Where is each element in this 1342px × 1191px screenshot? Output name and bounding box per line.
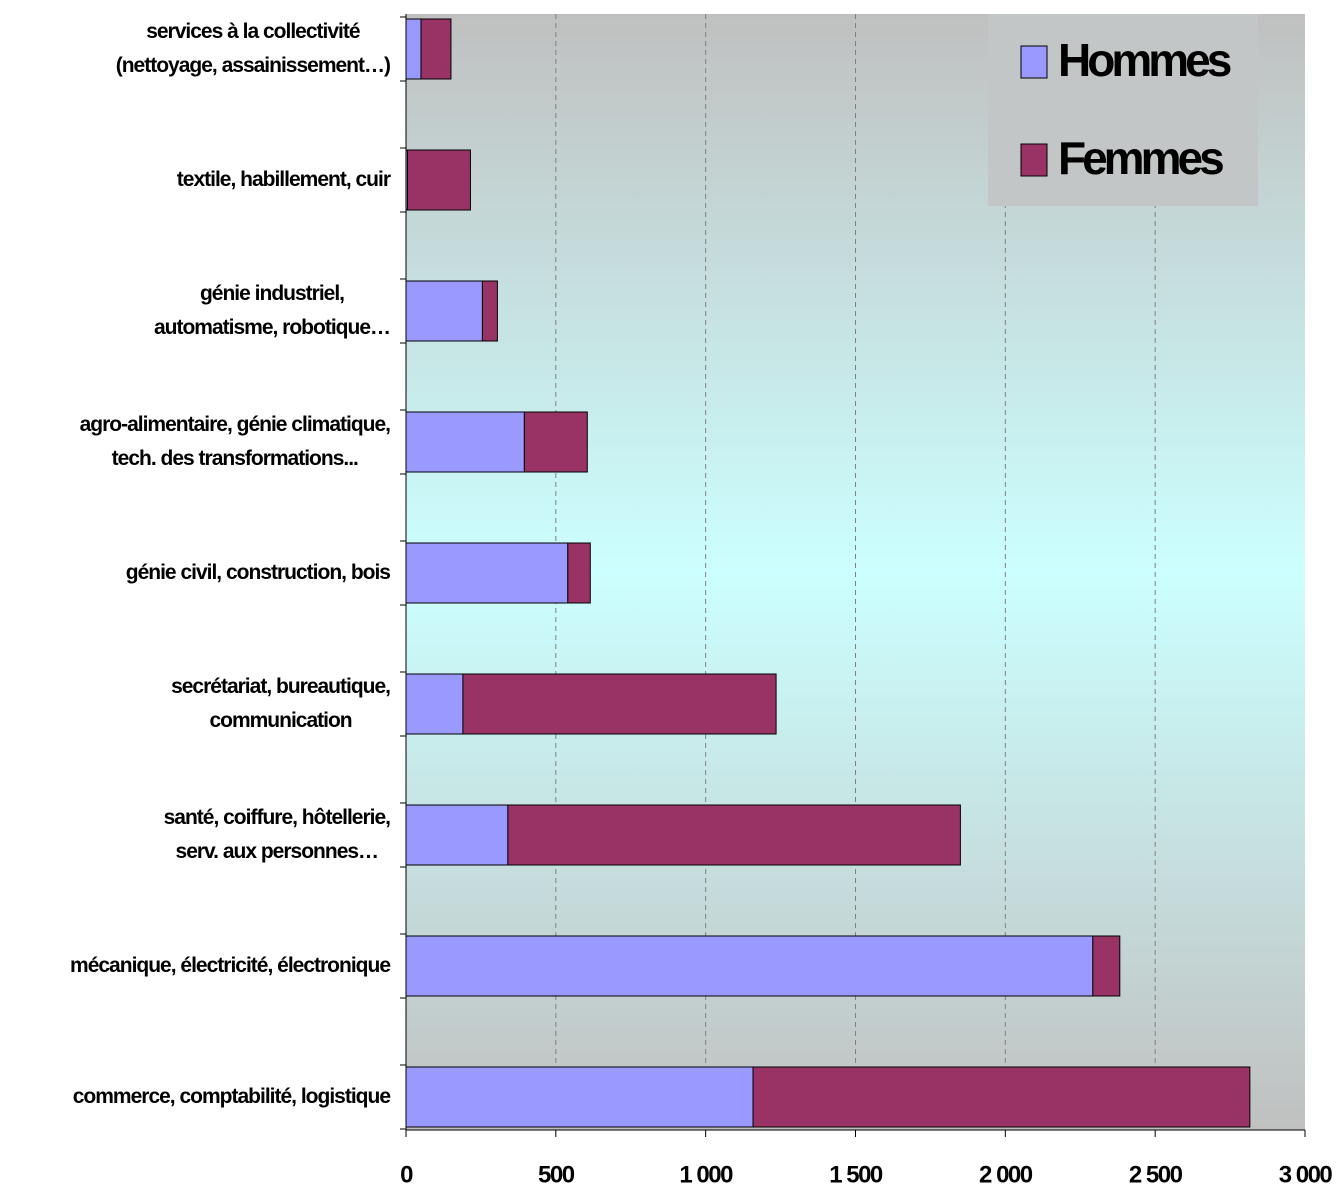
bar-segment: [405, 280, 483, 342]
bar-segment: [523, 411, 588, 473]
y-tick-label: santé, coiffure, hôtellerie, serv. aux p…: [163, 806, 391, 863]
bar-segment: [405, 411, 525, 473]
y-tick-label: secrétariat, bureautique, communication: [171, 675, 391, 732]
legend-swatch: [1020, 45, 1048, 79]
bar-segment: [462, 673, 777, 735]
x-tick-label: 0: [400, 1161, 413, 1188]
bar-segment: [567, 542, 591, 604]
x-tick-label: 2 500: [1129, 1161, 1183, 1188]
y-tick-label: agro-alimentaire, génie climatique, tech…: [79, 413, 391, 470]
bar-segment: [405, 935, 1094, 997]
y-tick-label: génie civil, construction, bois: [125, 561, 391, 584]
legend-label: Femmes: [1058, 132, 1223, 184]
x-tick-label: 2 000: [979, 1161, 1033, 1188]
y-tick-label: mécanique, électricité, électronique: [70, 954, 391, 977]
bar-segment: [752, 1066, 1251, 1128]
bar-segment: [405, 673, 464, 735]
y-tick-label: commerce, comptabilité, logistique: [72, 1085, 391, 1108]
bar-segment: [405, 542, 569, 604]
bar-segment: [405, 18, 422, 80]
x-tick-label: 3 000: [1279, 1161, 1333, 1188]
bar-segment: [1092, 935, 1121, 997]
y-tick-label: génie industriel, automatisme, robotique…: [153, 282, 391, 339]
x-tick-label: 500: [538, 1161, 575, 1188]
bar-segment: [481, 280, 498, 342]
legend-swatch: [1020, 143, 1048, 177]
y-tick-label: services à la collectivité (nettoyage, a…: [115, 20, 391, 77]
bar-segment: [406, 149, 471, 211]
bar-segment: [420, 18, 452, 80]
x-tick-label: 1 000: [679, 1161, 733, 1188]
bar-segment: [405, 804, 509, 866]
legend-label: Hommes: [1058, 34, 1231, 86]
x-tick-label: 1 500: [829, 1161, 883, 1188]
bar-segment: [405, 1066, 754, 1128]
bar-segment: [507, 804, 961, 866]
y-tick-label: textile, habillement, cuir: [176, 168, 391, 191]
